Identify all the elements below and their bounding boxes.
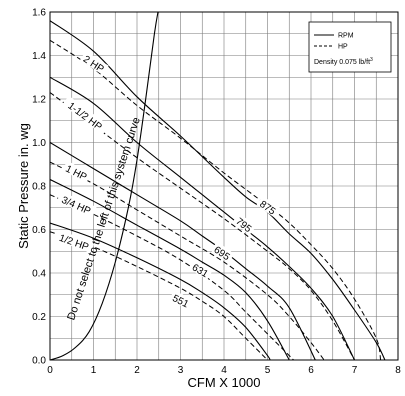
legend-density-sup: 3 <box>370 57 373 63</box>
hp-curve-label-bg <box>62 95 110 135</box>
hp-curve <box>50 39 382 360</box>
rpm-curve-label-bg <box>210 241 235 263</box>
y-axis-title: Static Pressure in. wg <box>16 123 31 249</box>
hp-curve-label-bg <box>62 160 92 183</box>
x-axis-title: CFM X 1000 <box>188 375 261 390</box>
hp-curve <box>50 231 268 360</box>
legend: RPM HP Density 0.075 lb/ft3 <box>308 21 392 73</box>
rpm-curve-label-bg <box>232 213 257 236</box>
x-tick-label: 6 <box>308 365 314 376</box>
x-tick-label: 4 <box>221 365 227 376</box>
rpm-curve <box>50 179 290 360</box>
legend-rpm-label: RPM <box>338 33 354 40</box>
y-tick-label: 1.6 <box>32 8 46 19</box>
x-tick-label: 7 <box>352 365 358 376</box>
system-curve-group <box>50 12 159 360</box>
hp-curve-label-bg <box>79 50 109 75</box>
legend-hp-label: HP <box>338 44 348 51</box>
hp-curve <box>50 92 355 360</box>
legend-density-note: Density 0.075 lb/ft3 <box>314 57 373 66</box>
y-tick-label: 1.0 <box>32 138 46 149</box>
x-tick-labels: 0 1 2 3 4 5 6 7 8 <box>47 365 401 376</box>
y-tick-label: 0.2 <box>32 312 46 323</box>
rpm-curve <box>50 142 316 360</box>
x-tick-label: 3 <box>178 365 184 376</box>
rpm-curve-label-bg <box>169 290 194 310</box>
y-tick-label: 0.8 <box>32 182 46 193</box>
rpm-curve <box>50 222 271 360</box>
y-tick-labels: 0.0 0.2 0.4 0.6 0.8 1.0 1.2 1.4 1.6 <box>32 8 46 367</box>
legend-density-text: Density 0.075 lb/ft <box>314 59 370 66</box>
hp-curve <box>50 161 325 360</box>
x-tick-label: 8 <box>395 365 401 376</box>
y-tick-label: 0.4 <box>32 269 46 280</box>
rpm-curve-label-bg <box>188 259 213 280</box>
legend-box <box>308 21 392 73</box>
y-tick-label: 1.2 <box>32 95 46 106</box>
system-curve <box>50 12 159 360</box>
hp-curve-label-bg <box>56 191 97 218</box>
x-tick-label: 0 <box>47 365 53 376</box>
y-tick-label: 0.6 <box>32 225 46 236</box>
x-tick-label: 5 <box>265 365 271 376</box>
hp-curve-label-bg <box>54 229 95 253</box>
x-tick-label: 1 <box>91 365 97 376</box>
y-tick-label: 1.4 <box>32 51 46 62</box>
rpm-curve-label-bg <box>256 195 281 218</box>
y-tick-label: 0.0 <box>32 356 46 367</box>
x-tick-label: 2 <box>134 365 140 376</box>
plot-frame <box>49 11 399 361</box>
